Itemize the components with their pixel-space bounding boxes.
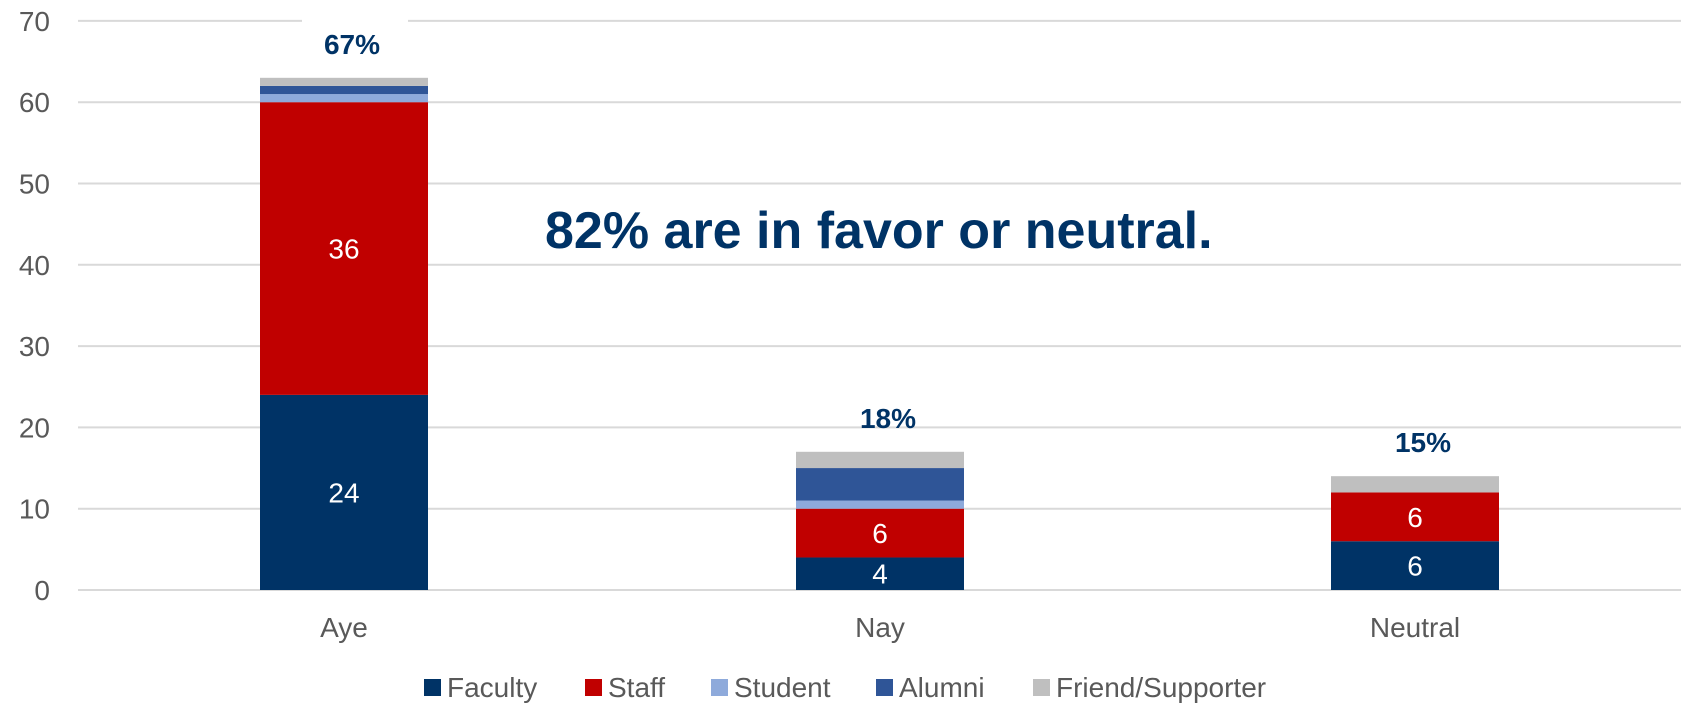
y-tick-label: 50 [19,169,50,200]
bar-segment [796,557,964,590]
data-label: 4 [872,559,888,590]
bar-segment [796,468,964,501]
bar-segment [260,85,428,95]
bar-segment [1331,492,1499,542]
bar-segment [796,500,964,509]
y-tick-label: 20 [19,412,50,443]
category-label: Neutral [1370,612,1460,643]
data-label: 24 [328,477,359,508]
bar-segment [260,94,428,103]
annotation-text: 82% are in favor or neutral. [545,202,1213,260]
y-axis-ticks: 0 10 20 30 40 50 60 70 [19,6,50,606]
y-tick-label: 10 [19,494,50,525]
y-tick-label: 40 [19,250,50,281]
data-label: 6 [1407,551,1423,582]
percent-label: 15% [1395,427,1451,458]
category-label: Nay [855,612,905,643]
category-label: Aye [320,612,368,643]
legend-swatch [585,679,602,696]
data-label: 6 [872,518,888,549]
legend-label: Staff [608,672,665,703]
legend-label: Alumni [899,672,985,703]
bar-segment [1331,476,1499,493]
bars [260,77,1499,590]
percent-label: 67% [324,29,380,60]
legend-swatch [1033,679,1050,696]
legend: Faculty Staff Student Alumni Friend/Supporte… [424,672,1266,703]
bar-segment [796,451,964,469]
bar-segment [796,508,964,558]
data-label: 6 [1407,502,1423,533]
legend-swatch [876,679,893,696]
y-tick-label: 70 [19,6,50,37]
y-tick-label: 60 [19,87,50,118]
bar-segment [260,77,428,86]
data-labels: 24 36 67% 4 6 18% 6 6 15% [324,29,1451,590]
data-label: 36 [328,234,359,265]
bar-segment [1331,541,1499,590]
legend-label: Friend/Supporter [1056,672,1266,703]
percent-label: 18% [860,403,916,434]
legend-swatch [424,679,441,696]
y-tick-label: 0 [34,575,50,606]
bar-segment [260,102,428,395]
legend-label: Faculty [447,672,537,703]
y-tick-label: 30 [19,331,50,362]
bar-segment [260,394,428,590]
x-axis-labels: Aye Nay Neutral [320,612,1460,643]
legend-swatch [711,679,728,696]
legend-label: Student [734,672,831,703]
